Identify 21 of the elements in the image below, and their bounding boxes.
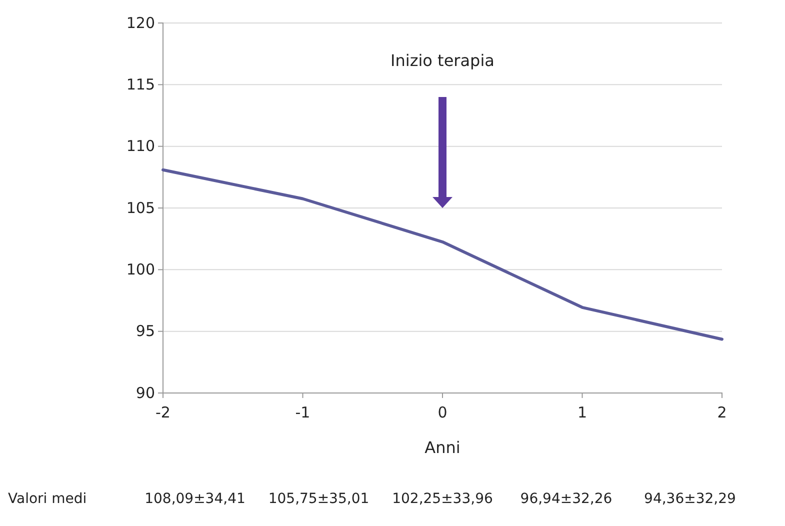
text: 96,94±32,26 — [520, 491, 612, 507]
text: 102,25±33,96 — [392, 491, 493, 507]
annotation: Inizio terapia — [390, 51, 494, 70]
x-tick-label: -2 — [156, 404, 170, 422]
text: 105,75±35,01 — [268, 491, 370, 507]
x-axis-title: Anni — [424, 438, 460, 457]
y-tick-label: 115 — [126, 75, 155, 94]
y-tick-label: 90 — [136, 384, 155, 402]
y-tick-label: 120 — [126, 14, 155, 32]
x-tick-label: 2 — [717, 404, 727, 422]
line-series — [162, 168, 724, 341]
y-tick-label: 100 — [126, 260, 155, 278]
x-tick-label: 1 — [577, 404, 588, 422]
text: 108,09±34,41 — [144, 491, 246, 507]
x-tick-label: -1 — [295, 404, 310, 422]
y-tick-label: 110 — [126, 137, 155, 156]
y-tick-label: 95 — [136, 322, 155, 340]
x-tick-label: 0 — [438, 404, 448, 422]
text: 94,36±32,29 — [644, 491, 736, 507]
y-tick-label: 105 — [126, 198, 155, 217]
text: Valori medi — [8, 491, 87, 507]
